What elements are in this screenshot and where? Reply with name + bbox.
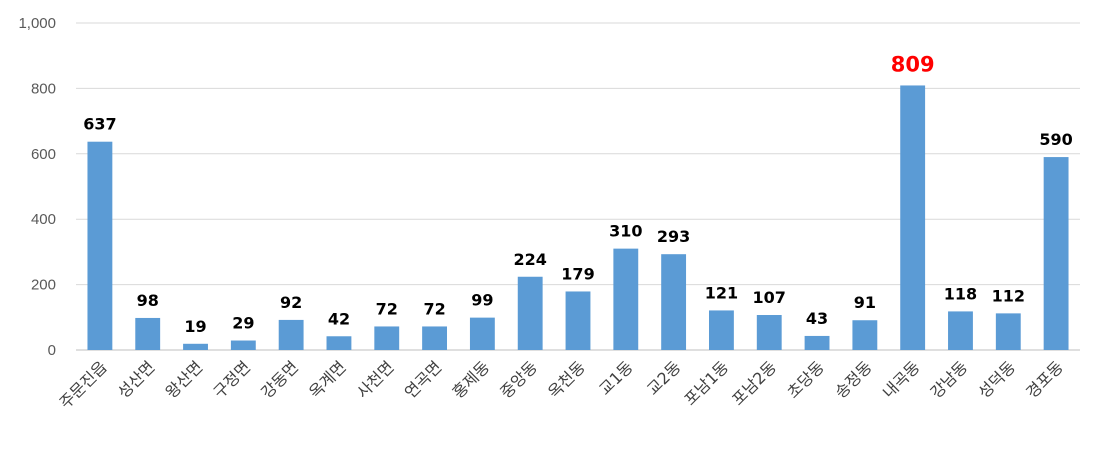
category-label: 옥계면 xyxy=(305,357,350,402)
category-label: 교2동 xyxy=(643,357,684,398)
bar xyxy=(804,335,830,350)
category-label: 성덕동 xyxy=(974,357,1019,402)
data-label: 42 xyxy=(328,309,350,328)
category-labels: 주문진읍 성산면 왕산면 구정면 강동면 옥계면 사천면 연곡면 홍제동 중앙동 옥천동 교1동 교2동… xyxy=(56,357,1067,412)
bar xyxy=(661,254,687,350)
y-tick-label: 600 xyxy=(31,146,56,163)
data-label-highlight: 809 xyxy=(891,52,935,76)
category-label: 연곡면 xyxy=(401,357,446,402)
category-label: 교1동 xyxy=(595,357,636,398)
bar xyxy=(326,336,352,350)
category-label: 경포동 xyxy=(1022,357,1067,402)
y-tick-label: 1,000 xyxy=(18,15,56,32)
data-label: 293 xyxy=(657,227,690,246)
data-label: 121 xyxy=(705,283,738,302)
bar xyxy=(852,320,878,350)
data-label: 72 xyxy=(376,299,398,318)
data-label: 43 xyxy=(806,309,828,328)
category-label: 강남동 xyxy=(927,357,972,402)
data-label: 224 xyxy=(513,250,546,269)
bar xyxy=(87,141,113,350)
y-tick-label: 400 xyxy=(31,211,56,228)
bar xyxy=(278,319,304,350)
y-tick-label: 200 xyxy=(31,277,56,294)
bar xyxy=(565,291,591,350)
bar xyxy=(756,315,782,350)
bar xyxy=(995,313,1021,350)
category-label: 홍제동 xyxy=(449,357,494,402)
bar xyxy=(613,248,639,350)
data-label: 92 xyxy=(280,293,302,312)
category-label: 옥천동 xyxy=(544,357,589,402)
data-label: 590 xyxy=(1039,130,1072,149)
data-label: 72 xyxy=(423,299,445,318)
data-label: 112 xyxy=(992,286,1025,305)
category-label: 성산면 xyxy=(114,357,159,402)
data-label: 98 xyxy=(137,291,159,310)
category-label: 사천면 xyxy=(353,357,398,402)
bar xyxy=(708,310,734,350)
data-labels: 637 98 19 29 92 42 72 72 99 224 179 310 293 121 107 43 9… xyxy=(83,52,1073,335)
bar xyxy=(374,326,400,350)
bar xyxy=(1043,157,1069,350)
data-label: 637 xyxy=(83,115,116,134)
bar xyxy=(469,317,495,350)
data-label: 29 xyxy=(232,314,254,333)
category-label: 초당동 xyxy=(783,357,828,402)
y-tick-label: 800 xyxy=(31,80,56,97)
bar xyxy=(948,311,973,350)
category-label: 강동면 xyxy=(257,357,302,402)
category-label: 포남2동 xyxy=(728,357,780,409)
data-label: 179 xyxy=(561,264,594,283)
y-tick-label: 0 xyxy=(48,342,56,359)
category-label: 포남1동 xyxy=(680,357,732,409)
bar xyxy=(135,317,161,350)
category-label: 구정면 xyxy=(209,357,254,402)
bar xyxy=(422,326,448,350)
bar xyxy=(517,276,543,350)
data-label: 118 xyxy=(944,284,977,303)
data-label: 91 xyxy=(854,293,876,312)
category-label: 송정동 xyxy=(831,357,876,402)
data-label: 99 xyxy=(471,291,493,310)
bar xyxy=(183,343,208,350)
category-label: 왕산면 xyxy=(162,357,207,402)
y-axis-ticks: 0 200 400 600 800 1,000 xyxy=(18,15,56,359)
category-label: 내곡동 xyxy=(879,357,924,402)
data-label: 19 xyxy=(184,317,206,336)
bar xyxy=(900,85,926,350)
category-label: 중앙동 xyxy=(496,357,541,402)
data-label: 107 xyxy=(753,288,786,307)
bars xyxy=(87,85,1069,350)
category-label: 주문진읍 xyxy=(56,357,111,412)
data-label: 310 xyxy=(609,222,642,241)
bar xyxy=(230,340,256,350)
